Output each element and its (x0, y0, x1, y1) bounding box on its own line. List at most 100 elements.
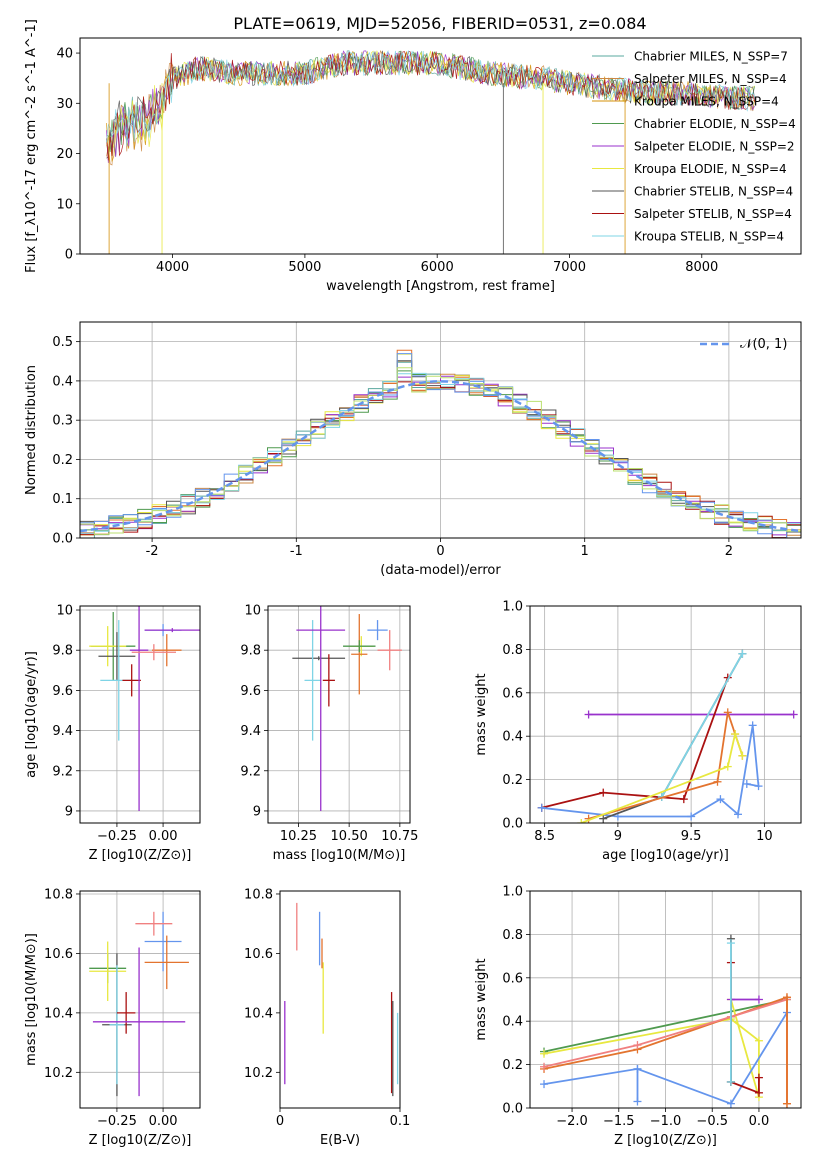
y-tick-label: 10 (56, 197, 73, 212)
x-tick-label: 6000 (421, 260, 454, 275)
legend-label: Salpeter ELODIE, N_SSP=2 (634, 140, 795, 154)
spectrum-frame (79, 37, 802, 255)
age-vs-z-frame (79, 605, 201, 824)
x-tick-label: 10.25 (280, 829, 317, 844)
y-tick-label: 0.0 (502, 817, 523, 832)
x-tick-label: 0 (436, 544, 444, 559)
y-tick-label: 40 (56, 47, 73, 62)
y-tick-label: 9.2 (52, 764, 73, 779)
massweight-vs-age-frame (529, 605, 802, 824)
residual-histogram (80, 367, 801, 538)
x-tick-label: −1.5 (603, 1114, 635, 1129)
y-tick-label: 10 (56, 604, 73, 619)
mass-vs-z-frame (79, 890, 201, 1109)
mass-vs-z-xlabel: Z [log10(Z/Z⊙)] (89, 1133, 192, 1148)
y-tick-label: 9.6 (240, 684, 261, 699)
mass-vs-ebv-axes: 0 0.1 10.2 10.4 10.6 10.8 E(B-V) (244, 887, 410, 1148)
x-tick-label: 8.5 (534, 829, 555, 844)
age-vs-mass-axes: 10.25 10.50 10.75 9 9.2 9.4 9.6 9.8 10 mass [log1… (240, 604, 418, 863)
x-tick-label: 9 (614, 829, 622, 844)
y-tick-label: 0.4 (502, 1015, 523, 1030)
y-tick-label: 10.6 (244, 947, 273, 962)
spectrum-legend: Chabrier MILES, N_SSP=7 Salpeter MILES, N… (592, 50, 796, 244)
x-tick-label: 4000 (156, 260, 189, 275)
weight-series-line (541, 725, 760, 818)
y-tick-label: 0.6 (502, 971, 523, 986)
x-tick-label: 0.00 (149, 829, 178, 844)
y-tick-label: 10.4 (44, 1006, 73, 1021)
y-tick-label: 9.4 (52, 724, 73, 739)
weight-series-line (730, 962, 760, 1095)
y-tick-label: 20 (56, 147, 73, 162)
weight-series-line (661, 653, 744, 798)
weight-series-line (588, 712, 744, 820)
x-tick-label: 7000 (553, 260, 586, 275)
y-tick-label: 0.0 (52, 532, 73, 547)
x-tick-label: 10 (756, 829, 773, 844)
residuals-marks (80, 349, 801, 538)
massweight-vs-age-axes: 8.5 9 9.5 10 0.0 0.2 0.4 0.6 0.8 1.0 age [log10(ag… (474, 600, 801, 863)
legend-label: Chabrier STELIB, N_SSP=4 (634, 185, 793, 199)
age-vs-mass-frame (267, 605, 411, 824)
x-tick-label: −0.25 (97, 1114, 137, 1129)
y-tick-label: 0.8 (502, 643, 523, 658)
x-tick-label: 0.1 (390, 1114, 411, 1129)
legend-label: Kroupa MILES, N_SSP=4 (634, 95, 779, 109)
y-tick-label: 9.4 (240, 724, 261, 739)
x-tick-label: -2 (146, 544, 159, 559)
massweight-vs-age-ylabel: mass weight (474, 673, 489, 755)
spectrum-marks (106, 49, 756, 254)
y-tick-label: 10 (244, 604, 261, 619)
spectrum-series-line (106, 49, 756, 147)
y-tick-label: 10.2 (44, 1066, 73, 1081)
spectrum-xlabel: wavelength [Angstrom, rest frame] (326, 279, 555, 294)
y-tick-label: 0 (65, 248, 73, 263)
x-tick-label: 2 (725, 544, 733, 559)
legend-label: 𝒩(0, 1) (740, 337, 787, 352)
y-tick-label: 9 (253, 804, 261, 819)
spectrum-series-line (106, 50, 755, 148)
legend-label: Kroupa STELIB, N_SSP=4 (634, 230, 784, 244)
legend-label: Chabrier ELODIE, N_SSP=4 (634, 117, 796, 131)
residuals-frame (79, 321, 802, 539)
x-tick-label: 5000 (288, 260, 321, 275)
weight-series-line (543, 998, 788, 1068)
spectrum-ylabel: Flux [f_λ10^-17 erg cm^-2 s^-1 A^-1] (24, 19, 39, 273)
age-vs-mass-marks (292, 606, 402, 811)
weight-series-line (541, 677, 729, 809)
y-tick-label: 9 (65, 804, 73, 819)
age-vs-z-xlabel: Z [log10(Z/Z⊙)] (89, 848, 192, 863)
massweight-vs-age-xlabel: age [log10(age/yr)] (602, 848, 729, 863)
x-tick-label: 10.75 (381, 829, 418, 844)
age-vs-mass-xlabel: mass [log10(M/M⊙)] (273, 848, 406, 863)
y-tick-label: 10.6 (44, 947, 73, 962)
y-tick-label: 0.0 (502, 1102, 523, 1117)
y-tick-label: 9.2 (240, 764, 261, 779)
x-tick-label: 8000 (685, 260, 718, 275)
y-tick-label: 9.8 (240, 644, 261, 659)
x-tick-label: −2.0 (556, 1114, 588, 1129)
massweight-vs-z-marks (540, 934, 791, 1108)
age-vs-z-axes: −0.25 0.00 9 9.2 9.4 9.6 9.8 10 Z [log10(Z/Z⊙)] a… (24, 604, 200, 863)
y-tick-label: 10.8 (244, 887, 273, 902)
x-tick-label: 0 (276, 1114, 284, 1129)
age-vs-z-ylabel: age [log10(age/yr)] (24, 651, 39, 778)
legend-label: Kroupa ELODIE, N_SSP=4 (634, 162, 787, 176)
mass-vs-z-axes: −0.25 0.00 10.2 10.4 10.6 10.8 Z [log10(Z/Z⊙)]… (24, 887, 200, 1148)
legend-label: Salpeter MILES, N_SSP=4 (634, 72, 787, 86)
residuals-xlabel: (data-model)/error (380, 563, 501, 578)
x-tick-label: -1 (290, 544, 303, 559)
residuals-ylabel: Normed distribution (24, 365, 39, 495)
age-vs-z-marks (89, 606, 200, 811)
y-tick-label: 0.4 (52, 374, 73, 389)
x-tick-label: 10.50 (331, 829, 368, 844)
y-tick-label: 0.8 (502, 928, 523, 943)
y-tick-label: 0.1 (52, 492, 73, 507)
x-tick-label: 0.00 (149, 1114, 178, 1129)
y-tick-label: 1.0 (502, 600, 523, 615)
x-tick-label: 9.5 (681, 829, 702, 844)
mass-vs-ebv-xlabel: E(B-V) (320, 1133, 360, 1148)
y-tick-label: 10.8 (44, 887, 73, 902)
y-tick-label: 9.6 (52, 684, 73, 699)
legend-label: Chabrier MILES, N_SSP=7 (634, 50, 788, 64)
